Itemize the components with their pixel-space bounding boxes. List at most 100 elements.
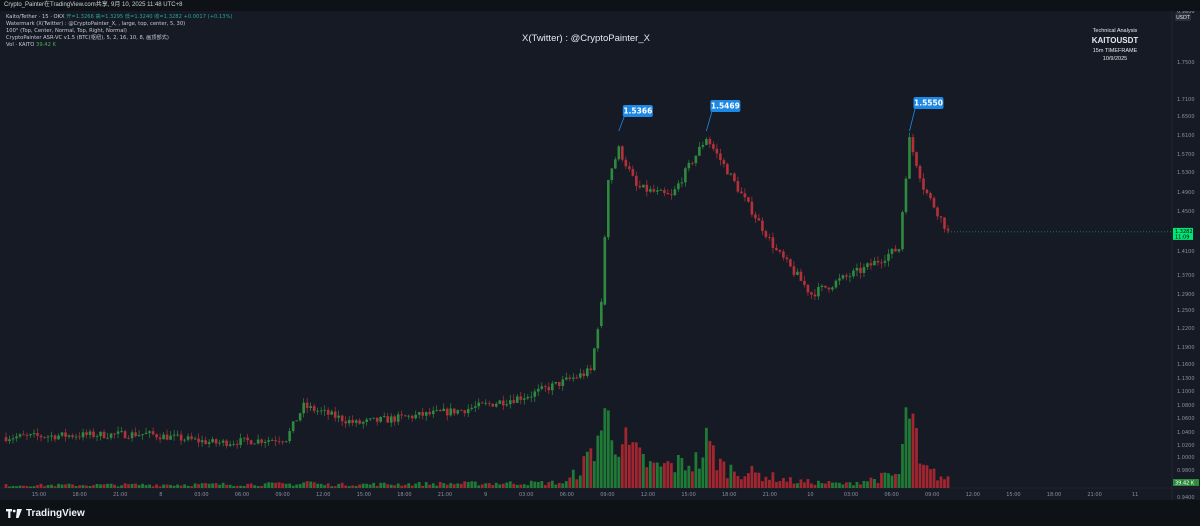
time-tick-label: 8 [159, 492, 162, 498]
candle-body [789, 259, 792, 267]
ta-date: 10/9/2025 [1102, 56, 1128, 62]
candle-body [866, 263, 869, 268]
candle-body [134, 432, 137, 437]
candle-body [148, 431, 151, 433]
legend-asr-indicator[interactable]: CryptoPainter ASR-VC v1.5 (BTC(枢纽), 5, 2… [6, 35, 169, 41]
tradingview-logo[interactable]: TradingView [6, 508, 85, 519]
volume-bar [831, 482, 834, 488]
volume-bar [190, 486, 193, 488]
candle-body [943, 217, 946, 229]
time-tick-label: 03:00 [194, 492, 208, 498]
price-tick-label: 0.9800 [1177, 468, 1195, 474]
volume-bar [529, 480, 533, 488]
legend-watermark-indicator[interactable]: Watermark (X(Twitter) : @CryptoPainter_X… [6, 21, 186, 27]
candle-body [642, 184, 645, 188]
volume-bar [29, 486, 32, 488]
volume-bar [386, 484, 390, 488]
candle-body [757, 218, 761, 221]
candle-body [771, 237, 775, 248]
chart-area[interactable]: USDT 1.7500 1.7100 1.6500 1.6100 1.5700 1.5300… [0, 11, 1200, 500]
volume-bar [610, 440, 614, 488]
legend-layout-indicator[interactable]: 100° (Top, Center, Normal, Top, Right, N… [6, 28, 127, 34]
candle-body [880, 262, 883, 264]
volume-bar [347, 486, 351, 488]
candle-body [242, 437, 246, 439]
volume-bar [494, 482, 498, 488]
candle-body [932, 198, 936, 208]
price-tick-label: 1.1300 [1177, 376, 1195, 382]
volume-bar [540, 481, 544, 488]
volume-bar [60, 484, 64, 488]
time-tick-label: 21:00 [438, 492, 452, 498]
volume-bar [155, 484, 158, 488]
candle-body [130, 432, 134, 439]
candle-body [796, 271, 799, 275]
candle-body [722, 160, 726, 165]
candle-body [656, 190, 659, 192]
time-tick-label: 12:00 [966, 492, 980, 498]
price-tick-label: 1.5700 [1177, 152, 1195, 158]
volume-bar [46, 485, 50, 488]
candle-body [607, 179, 610, 238]
volume-bar [183, 484, 186, 488]
candle-body [186, 436, 190, 440]
callout-box [622, 105, 653, 117]
volume-bar [144, 485, 148, 488]
volume-bar [232, 486, 236, 488]
candle-body [218, 442, 221, 444]
candle-body [733, 173, 736, 182]
price-chart[interactable]: USDT 1.7500 1.7100 1.6500 1.6100 1.5700 1.5300… [0, 11, 1200, 500]
candle-body [200, 440, 204, 443]
volume-bar [799, 479, 803, 488]
volume-bar [803, 482, 806, 488]
candle-body [466, 408, 470, 414]
volume-bar [887, 473, 890, 488]
volume-bar [312, 482, 316, 488]
candle-body [852, 270, 855, 277]
legend-volume[interactable]: Vol · KAITO 39.42 K [6, 42, 56, 49]
candle-body [71, 435, 74, 438]
callout-label: 1.5550 [914, 99, 943, 108]
candle-body [106, 437, 109, 439]
candle-body [726, 164, 729, 175]
volume-bar [761, 481, 764, 488]
legend-symbol-line[interactable]: Kaito/Tether · 15 · OKX 开=1.3266 高=1.329… [6, 14, 233, 21]
candle-body [323, 409, 326, 411]
volume-bar [606, 410, 610, 488]
volume-bar [141, 483, 144, 488]
candle-body [109, 433, 113, 438]
volume-bar [739, 479, 743, 488]
candle-body [918, 165, 922, 179]
candle-body [333, 411, 337, 418]
volume-bar [880, 472, 883, 488]
candle-body [372, 417, 375, 419]
candle-body [754, 214, 757, 219]
volume-bar [67, 483, 71, 488]
volume-bar [309, 481, 313, 488]
candle-body [137, 435, 141, 437]
volume-bar [463, 481, 467, 488]
candle-body [211, 439, 214, 443]
volume-bar [508, 481, 512, 488]
volume-bar [200, 483, 204, 488]
legend-ohlc: 开=1.3266 高=1.3295 低=1.3240 收=1.3282 +0.0… [66, 14, 233, 20]
volume-bar [603, 408, 607, 488]
candle-body [621, 146, 624, 160]
volume-bar [873, 479, 876, 488]
volume-bar [526, 485, 530, 488]
volume-bar [116, 486, 120, 488]
volume-bar [127, 484, 130, 488]
volume-bar [400, 485, 404, 488]
volume-bar [568, 477, 572, 488]
candle-body [365, 419, 368, 422]
candle-body [543, 386, 547, 388]
candle-body [410, 415, 414, 419]
volume-bar [130, 483, 134, 488]
candle-body [414, 414, 418, 419]
volume-bar [323, 485, 327, 488]
candle-body [351, 420, 354, 423]
candle-body [505, 404, 509, 406]
volume-bar [407, 483, 411, 488]
candle-body [263, 441, 267, 443]
candle-body [277, 441, 281, 443]
